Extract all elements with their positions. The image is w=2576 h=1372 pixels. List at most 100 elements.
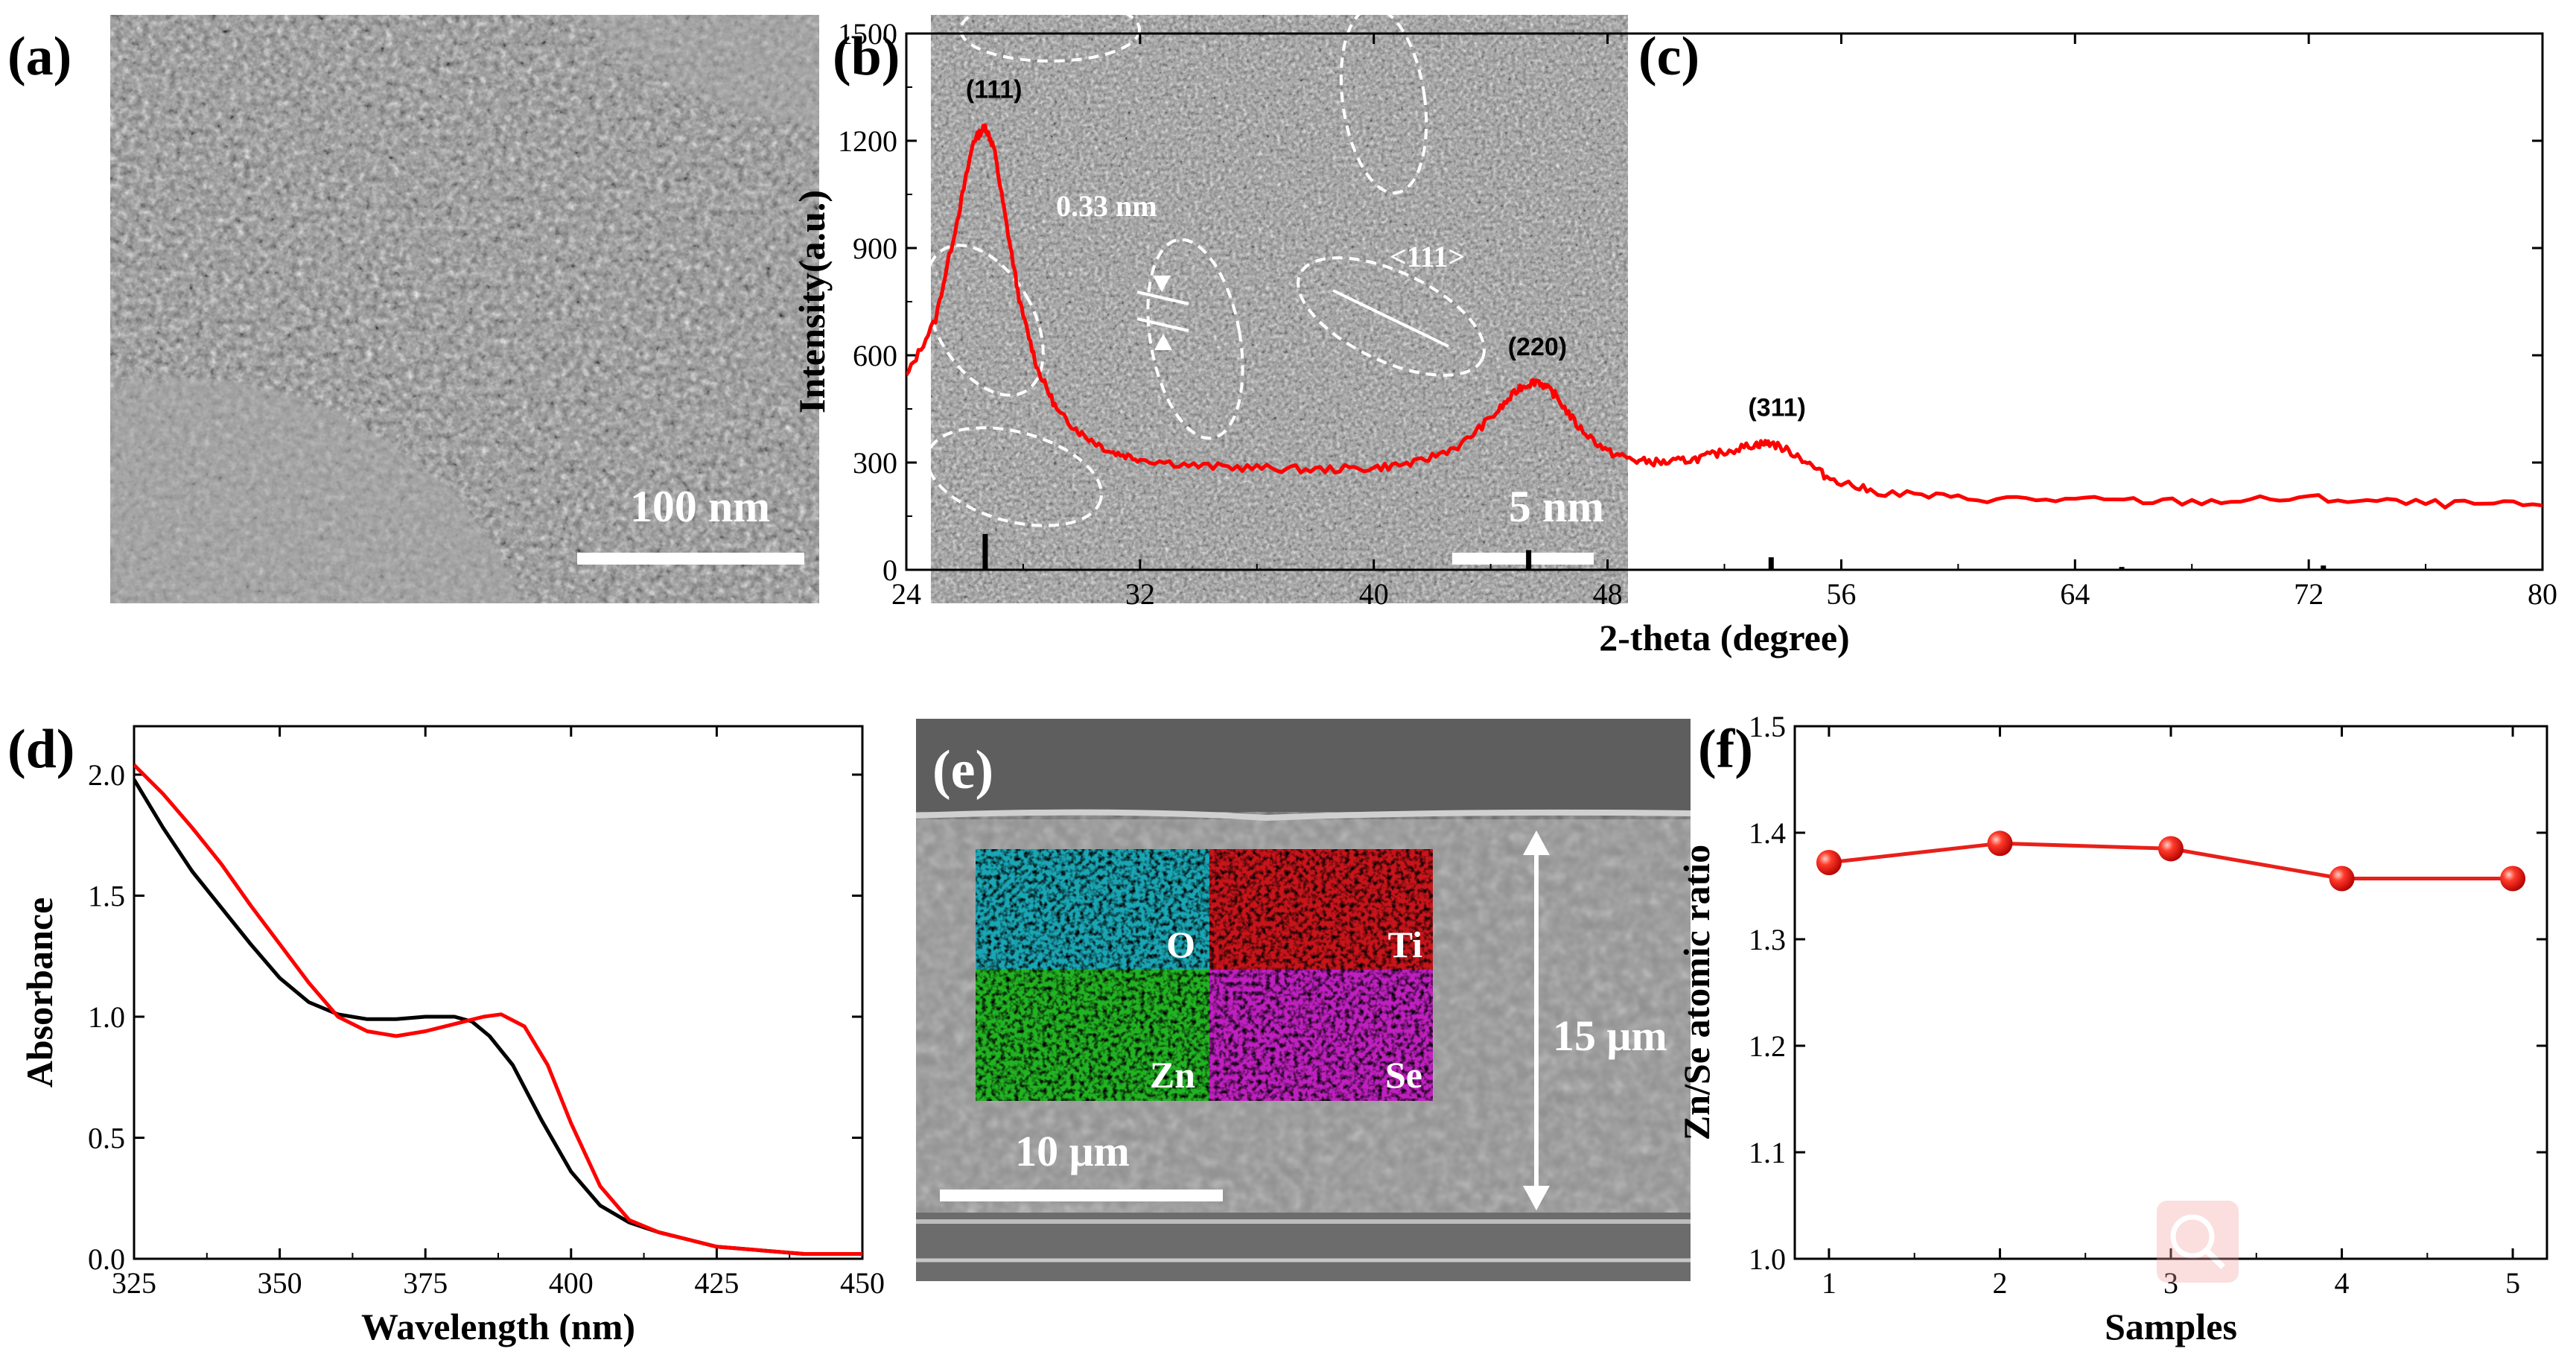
y-tick-label: 1200	[838, 124, 897, 158]
x-tick-label: 5	[2505, 1266, 2520, 1300]
panel-e-label: (e)	[932, 740, 993, 801]
plot-frame	[1793, 725, 2548, 1260]
x-tick-label: 375	[403, 1266, 448, 1300]
peak-label: (220)	[1508, 333, 1567, 361]
x-tick-label: 56	[1826, 577, 1856, 611]
y-tick-label: 1.0	[88, 1000, 125, 1034]
y-axis-label: Absorbance	[19, 898, 60, 1088]
y-tick-label: 0.5	[88, 1122, 125, 1155]
y-tick-label: 1500	[838, 17, 897, 51]
crystallite-outline	[926, 426, 1103, 527]
y-axis-label: Intensity(a.u.)	[791, 190, 833, 413]
panel-b-d-spacing: 0.33 nm	[1056, 189, 1157, 223]
x-tick-label: 2	[1992, 1266, 2007, 1300]
peak-label: (311)	[1748, 394, 1806, 422]
x-tick-label: 80	[2528, 577, 2557, 611]
y-tick-label: 1.1	[1749, 1136, 1786, 1169]
panel-a-scale-bar	[577, 553, 804, 565]
panel-d-label: (d)	[7, 719, 74, 780]
panel-b-hrtem-image	[931, 15, 1628, 603]
panel-c-label: (c)	[1638, 26, 1699, 87]
peak-label: (111)	[966, 75, 1023, 104]
panel-b-spacing-marker	[1136, 290, 1189, 305]
panel-b-arrow-icon	[1153, 276, 1171, 292]
x-tick-label: 64	[2060, 577, 2090, 611]
x-tick-label: 450	[840, 1266, 885, 1300]
xrd-series-line	[906, 123, 2542, 509]
absorbance-chart: 325 350 375 400 425 450 0.0 0.5 1.0 1.5 2.0 Wavelen…	[19, 725, 885, 1347]
panel-e-sem-image	[915, 719, 1691, 1281]
x-axis-label: Samples	[2105, 1306, 2237, 1347]
ratio-data-point	[2500, 866, 2526, 892]
eds-map-ti: Ti	[1209, 849, 1433, 970]
x-tick-label: 40	[1359, 577, 1389, 611]
panel-b-arrow-icon	[1154, 334, 1172, 350]
panel-b-crystallite-outlines	[924, 0, 1486, 527]
x-tick-label: 1	[1822, 1266, 1836, 1300]
watermark	[2157, 1201, 2239, 1283]
absorbance-series-black	[134, 778, 862, 1256]
y-tick-label: 0.0	[88, 1242, 125, 1276]
panel-b-spacing-marker	[1136, 317, 1189, 332]
eds-map-label: Ti	[1388, 924, 1422, 965]
xrd-chart: 24 32 40 48 56 64 72 80 0 300 600 900 1200 1500 2-thet…	[791, 17, 2557, 658]
panel-b-scale-bar	[1452, 553, 1594, 565]
x-tick-label: 32	[1125, 577, 1155, 611]
ratio-data-point	[1987, 830, 2013, 857]
crystallite-outline	[1339, 6, 1428, 195]
x-tick-label: 48	[1593, 577, 1623, 611]
x-tick-label: 4	[2335, 1266, 2350, 1300]
x-tick-label: 72	[2294, 577, 2324, 611]
search-icon	[2170, 1214, 2215, 1259]
crystallite-outline	[924, 244, 1045, 397]
y-tick-label: 2.0	[88, 758, 125, 792]
ratio-data-point	[2329, 866, 2355, 892]
x-tick-label: 325	[112, 1266, 156, 1300]
panel-b-label: (b)	[833, 26, 900, 87]
y-tick-label: 1.5	[88, 880, 125, 913]
ratio-data-point	[1816, 850, 1842, 876]
y-tick-label: 1.0	[1749, 1242, 1786, 1276]
y-tick-label: 600	[853, 339, 897, 372]
y-tick-label: 1.4	[1749, 816, 1786, 850]
panel-a-scale-bar-label: 100 nm	[630, 482, 770, 531]
eds-map-label: O	[1166, 924, 1195, 965]
eds-map-label: Se	[1385, 1054, 1422, 1096]
y-tick-label: 1.2	[1749, 1029, 1786, 1063]
panel-e-thickness-label: 15 μm	[1553, 1011, 1667, 1060]
x-axis-label: Wavelength (nm)	[361, 1306, 635, 1347]
panel-b-direction-line	[1332, 289, 1449, 348]
thickness-arrow	[1523, 830, 1550, 1210]
zn-se-ratio-chart: 1 2 3 4 5 1.0 1.1 1.2 1.3 1.4 1.5 Samples Zn/Se atom…	[1676, 710, 2548, 1347]
eds-map-label: Zn	[1150, 1054, 1195, 1096]
panel-e-scale-bar-label: 10 μm	[1015, 1127, 1130, 1175]
y-tick-label: 1.5	[1749, 710, 1786, 743]
y-axis-label: Zn/Se atomic ratio	[1676, 845, 1717, 1140]
y-tick-label: 900	[853, 232, 897, 265]
crystallite-outline	[959, 0, 1141, 63]
ratio-data-point	[2158, 836, 2184, 862]
eds-map-grid: O Ti Zn Se	[976, 849, 1433, 1101]
crystallite-outline	[1297, 256, 1486, 377]
x-tick-label: 350	[258, 1266, 302, 1300]
panel-a-tem-image	[110, 15, 819, 603]
y-tick-label: 0	[882, 553, 897, 587]
x-tick-label: 3	[2163, 1266, 2178, 1300]
panel-a-label: (a)	[7, 26, 71, 87]
x-tick-label: 425	[694, 1266, 739, 1300]
eds-map-se: Se	[1209, 970, 1433, 1101]
y-tick-label: 1.3	[1749, 923, 1786, 956]
panel-b-scale-bar-label: 5 nm	[1509, 482, 1604, 531]
panel-b-direction: <111>	[1390, 240, 1465, 273]
crystallite-outline	[1146, 238, 1244, 440]
absorbance-series-red	[134, 763, 862, 1256]
eds-map-o: O	[976, 849, 1209, 970]
x-tick-label: 400	[549, 1266, 594, 1300]
panel-f-label: (f)	[1698, 719, 1753, 780]
y-tick-label: 300	[853, 446, 897, 480]
panel-e-scale-bar	[940, 1190, 1223, 1201]
eds-map-zn: Zn	[976, 970, 1209, 1101]
plot-frame	[133, 725, 864, 1260]
x-axis-label: 2-theta (degree)	[1599, 617, 1849, 658]
